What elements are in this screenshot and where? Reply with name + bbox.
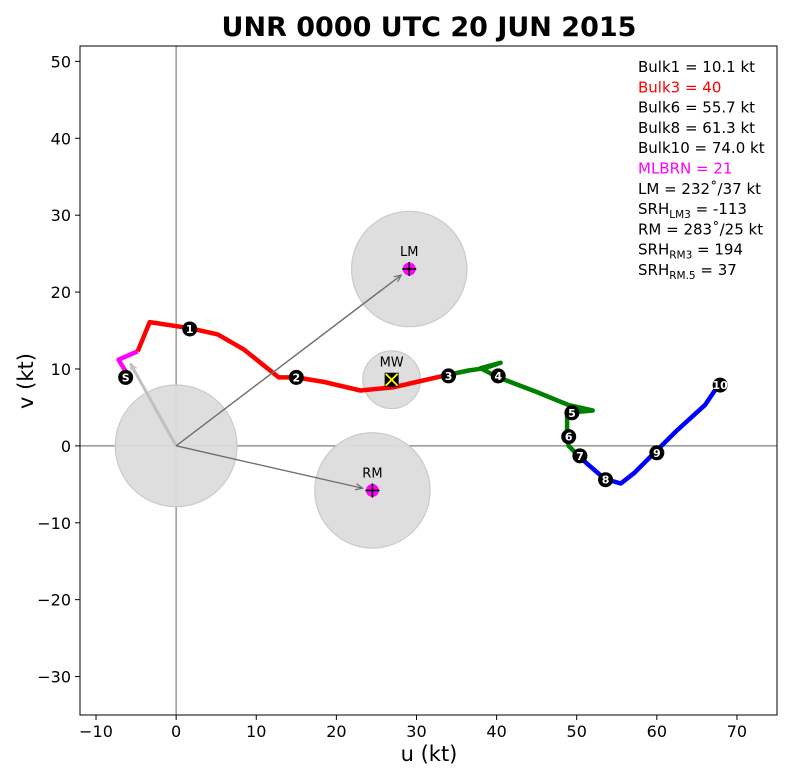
- height-marker-dot: [288, 369, 304, 385]
- x-tick-label: −10: [79, 722, 113, 741]
- height-marker-label: 2: [292, 371, 300, 384]
- height-marker-10: 10: [712, 377, 728, 393]
- x-tick-label: 40: [486, 722, 506, 741]
- hodograph-segment-surface: [116, 349, 139, 374]
- y-tick-label: −10: [37, 514, 71, 533]
- y-tick-label: 10: [51, 360, 71, 379]
- stat-line: Bulk3 = 40: [638, 78, 721, 96]
- y-tick-label: 30: [51, 206, 71, 225]
- height-marker-label: 10: [712, 379, 728, 392]
- storm-motion-arrow-rm: [175, 445, 363, 488]
- x-axis-label: u (kt): [401, 742, 458, 766]
- y-tick-label: 0: [61, 437, 71, 456]
- height-marker-dot: [572, 448, 588, 464]
- height-marker-label: 9: [653, 447, 661, 460]
- height-marker-s: S: [118, 369, 134, 385]
- storm-marker-mw: MW: [380, 356, 404, 387]
- stat-line: Bulk8 = 61.3 kt: [638, 119, 755, 137]
- stat-line: Bulk1 = 10.1 kt: [638, 58, 755, 76]
- height-marker-dot: [561, 429, 577, 445]
- height-marker-label: 6: [565, 431, 573, 444]
- shear-vector-arrow: [129, 364, 178, 447]
- plot-frame: [79, 45, 778, 716]
- plot-area: LM MW RM S 1 2 3 4 5 67 8 9 10: [80, 46, 777, 715]
- height-marker-7: 7: [572, 448, 588, 464]
- x-tick-label: 20: [326, 722, 346, 741]
- y-tick-label: 40: [51, 129, 71, 148]
- stat-line: MLBRN = 21: [638, 160, 732, 178]
- height-marker-label: S: [122, 371, 130, 384]
- x-tick-label: 10: [246, 722, 266, 741]
- height-marker-dot: [118, 369, 134, 385]
- storm-motion-arrow-lm: [175, 275, 401, 447]
- y-axis-label: v (kt): [14, 353, 38, 409]
- storm-marker-cross-b: [385, 373, 399, 387]
- height-marker-dot: [598, 472, 614, 488]
- stats-annotation: Bulk1 = 10.1 kt Bulk3 = 40 Bulk6 = 55.7 kt…: [638, 58, 765, 282]
- height-marker-4: 4: [490, 368, 506, 384]
- y-tick-label: −30: [37, 668, 71, 687]
- x-tick-label: 30: [406, 722, 426, 741]
- storm-marker-lm: LM: [400, 245, 419, 276]
- x-tick-label: 60: [647, 722, 667, 741]
- y-tick-label: 20: [51, 283, 71, 302]
- height-marker-label: 7: [576, 450, 584, 463]
- height-marker-1: 1: [182, 321, 198, 337]
- storm-marker-rm: RM: [362, 466, 383, 498]
- height-marker-dot: [712, 377, 728, 393]
- height-marker-label: 4: [494, 370, 502, 383]
- storm-label-rm: RM: [362, 466, 382, 481]
- height-marker-2: 2: [288, 369, 304, 385]
- storm-label-lm: LM: [400, 245, 418, 260]
- height-marker-label: 8: [602, 474, 610, 487]
- height-marker-dot: [490, 368, 506, 384]
- height-marker-label: 3: [445, 370, 453, 383]
- stat-line: SRHLM3 = -113: [638, 200, 747, 221]
- stat-line: SRHRM.5 = 37: [638, 261, 737, 282]
- height-marker-dot: [564, 405, 580, 421]
- height-marker-6: 6: [561, 429, 577, 445]
- x-tick-label: 70: [727, 722, 747, 741]
- chart-title: UNR 0000 UTC 20 JUN 2015: [222, 12, 637, 43]
- y-tick-label: 50: [51, 52, 71, 71]
- stat-line: LM = 232˚/37 kt: [638, 180, 761, 198]
- axes: −10 0 10 20 30 40 50 60 70 −30 −20 −10 0 10 20 30 40 50: [37, 45, 778, 741]
- storm-label-mw: MW: [380, 356, 404, 371]
- height-marker-dot: [649, 445, 665, 461]
- height-marker-9: 9: [649, 445, 665, 461]
- stat-line: Bulk10 = 74.0 kt: [638, 139, 765, 157]
- height-marker-label: 5: [568, 407, 576, 420]
- height-marker-8: 8: [598, 472, 614, 488]
- stat-line: RM = 283˚/25 kt: [638, 220, 763, 238]
- y-tick-label: −20: [37, 591, 71, 610]
- height-marker-dot: [182, 321, 198, 337]
- x-tick-label: 50: [567, 722, 587, 741]
- x-tick-label: 0: [171, 722, 181, 741]
- height-marker-3: 3: [441, 368, 457, 384]
- height-marker-5: 5: [564, 405, 580, 421]
- hodograph-segment-high: [577, 383, 721, 486]
- stat-line: SRHRM3 = 194: [638, 241, 743, 262]
- height-marker-label: 1: [186, 323, 194, 336]
- stat-line: Bulk6 = 55.7 kt: [638, 99, 755, 117]
- height-marker-dot: [441, 368, 457, 384]
